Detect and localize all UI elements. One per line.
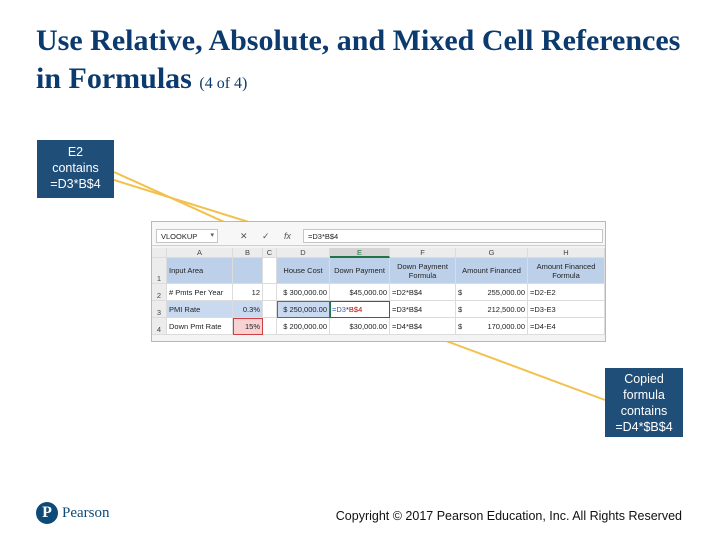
formula-bar: VLOOKUP ▾ ✕ ✓ fx =D3*B$4 [152, 222, 605, 246]
name-box-dropdown-icon[interactable]: ▾ [210, 232, 214, 239]
callout-bottom-line-3: contains [620, 404, 668, 418]
currency-symbol: $ [458, 304, 463, 314]
cell-a2[interactable]: # Pmts Per Year [167, 284, 233, 301]
cell-c4[interactable] [263, 318, 277, 335]
table-row-3: 3 PMI Rate 0.3% $ 250,000.00 =D3 * B$4 =D3… [152, 301, 605, 318]
cell-h2[interactable]: =D2-E2 [528, 284, 605, 301]
table-row-4: 4 Down Pmt Rate 15% $ 200,000.00 $30,000… [152, 318, 605, 335]
callout-bottom-line-1: Copied [624, 372, 664, 386]
callout-top-line-3: =D3*B$4 [50, 177, 101, 191]
cell-g1[interactable]: Amount Financed [456, 258, 528, 284]
table-row-1: 1 Input Area House Cost Down Payment Dow… [152, 258, 605, 284]
cell-b1[interactable] [233, 258, 263, 284]
callout-bottom-line-4: =D4*$B$4 [615, 420, 673, 434]
cell-g3[interactable]: $ 212,500.00 [456, 301, 528, 318]
callout-top-line-1: E2 [67, 145, 84, 159]
cell-c1[interactable] [263, 258, 277, 284]
cell-e2[interactable]: $45,000.00 [330, 284, 390, 301]
callout-e2: E2 contains =D3*B$4 [37, 140, 114, 198]
title-suffix: (4 of 4) [199, 75, 248, 92]
cell-h3[interactable]: =D3-E3 [528, 301, 605, 318]
column-header-h[interactable]: H [528, 248, 605, 258]
cell-g4[interactable]: $ 170,000.00 [456, 318, 528, 335]
formula-input[interactable]: =D3*B$4 [303, 229, 603, 243]
cell-f3[interactable]: =D3*B$4 [390, 301, 456, 318]
cell-e3-editing[interactable]: =D3 * B$4 [330, 301, 390, 318]
leader-line-bottom [429, 334, 606, 401]
callout-top-line-2: contains [52, 161, 99, 175]
cell-d3[interactable]: $ 250,000.00 [277, 301, 330, 318]
cell-d4[interactable]: $ 200,000.00 [277, 318, 330, 335]
pearson-logo: P Pearson [36, 502, 126, 526]
column-header-a[interactable]: A [167, 248, 233, 258]
row-header-2[interactable]: 2 [152, 284, 167, 301]
row-header-4[interactable]: 4 [152, 318, 167, 335]
cancel-icon[interactable]: ✕ [240, 231, 248, 241]
insert-function-icon[interactable]: fx [284, 231, 292, 241]
spreadsheet-screenshot: VLOOKUP ▾ ✕ ✓ fx =D3*B$4 A B C D E F G H… [151, 221, 606, 342]
currency-symbol: $ [458, 287, 463, 297]
column-header-c[interactable]: C [263, 248, 277, 258]
slide-title: Use Relative, Absolute, and Mixed Cell R… [36, 22, 696, 103]
cell-b2[interactable]: 12 [233, 284, 263, 301]
pearson-logo-mark: P [36, 502, 58, 524]
enter-check-icon[interactable]: ✓ [262, 231, 270, 241]
cell-a1[interactable]: Input Area [167, 258, 233, 284]
title-main: Use Relative, Absolute, and Mixed Cell R… [36, 24, 681, 95]
cell-g3-value: 212,500.00 [487, 304, 525, 314]
column-header-f[interactable]: F [390, 248, 456, 258]
cell-c2[interactable] [263, 284, 277, 301]
row-header-1[interactable]: 1 [152, 258, 167, 284]
cell-h4[interactable]: =D4-E4 [528, 318, 605, 335]
edit-ref-d3: =D3 [332, 304, 346, 314]
cell-b4[interactable]: 15% [233, 318, 263, 335]
cell-c3[interactable] [263, 301, 277, 318]
row-header-3[interactable]: 3 [152, 301, 167, 318]
pearson-wordmark: Pearson [62, 505, 110, 521]
cell-g4-value: 170,000.00 [487, 321, 525, 331]
column-header-e[interactable]: E [330, 248, 390, 258]
edit-ref-b4: B$4 [348, 304, 363, 314]
name-box[interactable]: VLOOKUP ▾ [156, 229, 218, 243]
copyright-notice: Copyright © 2017 Pearson Education, Inc.… [335, 509, 682, 523]
cell-h1[interactable]: Amount Financed Formula [528, 258, 605, 284]
cell-d2[interactable]: $ 300,000.00 [277, 284, 330, 301]
column-header-b[interactable]: B [233, 248, 263, 258]
cell-f4[interactable]: =D4*B$4 [390, 318, 456, 335]
cell-d1[interactable]: House Cost [277, 258, 330, 284]
currency-symbol: $ [458, 321, 463, 331]
cell-e4[interactable]: $30,000.00 [330, 318, 390, 335]
callout-bottom-line-2: formula [623, 388, 665, 402]
cell-a4[interactable]: Down Pmt Rate [167, 318, 233, 335]
cell-g2[interactable]: $ 255,000.00 [456, 284, 528, 301]
column-header-row: A B C D E F G H [152, 248, 605, 258]
cell-f1[interactable]: Down Payment Formula [390, 258, 456, 284]
select-all-corner[interactable] [152, 248, 167, 258]
cell-e1[interactable]: Down Payment [330, 258, 390, 284]
cell-f2[interactable]: =D2*B$4 [390, 284, 456, 301]
cell-a3[interactable]: PMI Rate [167, 301, 233, 318]
name-box-value: VLOOKUP [161, 232, 198, 241]
cell-g2-value: 255,000.00 [487, 287, 525, 297]
column-header-g[interactable]: G [456, 248, 528, 258]
table-row-2: 2 # Pmts Per Year 12 $ 300,000.00 $45,00… [152, 284, 605, 301]
cell-b3[interactable]: 0.3% [233, 301, 263, 318]
callout-copied-formula: Copied formula contains =D4*$B$4 [605, 368, 683, 437]
edit-operator: * [345, 304, 349, 314]
column-header-d[interactable]: D [277, 248, 330, 258]
